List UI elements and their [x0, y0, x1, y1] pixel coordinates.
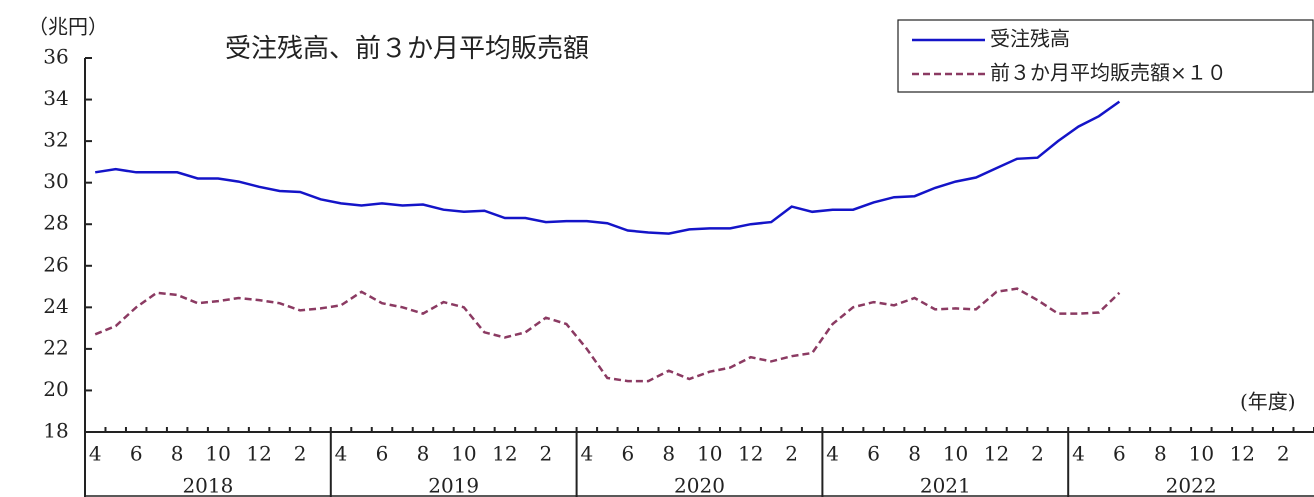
x-tick-label: 6	[621, 442, 634, 466]
series-line	[95, 100, 1121, 235]
x-tick-label: 4	[580, 442, 593, 466]
y-tick-label: 32	[43, 128, 68, 152]
x-tick-label: 4	[335, 442, 348, 466]
x-tick-label: 6	[376, 442, 389, 466]
x-tick-label: 10	[697, 442, 722, 466]
year-label: 2019	[428, 474, 479, 497]
legend-box	[897, 19, 1314, 93]
x-tick-label: 2	[1277, 442, 1290, 466]
y-axis-label: （兆円）	[28, 15, 108, 39]
y-tick-label: 36	[43, 45, 68, 69]
x-tick-label: 8	[171, 442, 184, 466]
y-tick-label: 24	[43, 294, 68, 318]
x-tick-label: 12	[246, 442, 271, 466]
x-tick-label: 10	[943, 442, 968, 466]
x-tick-label: 10	[451, 442, 476, 466]
x-tick-label: 10	[205, 442, 230, 466]
x-tick-label: 8	[908, 442, 921, 466]
x-tick-label: 8	[1154, 442, 1167, 466]
x-tick-label: 6	[130, 442, 143, 466]
legend-label: 受注残高	[990, 27, 1070, 51]
y-tick-label: 34	[43, 86, 68, 110]
x-tick-label: 12	[492, 442, 517, 466]
x-axis-label: (年度)	[1240, 390, 1296, 414]
year-label: 2022	[1166, 474, 1217, 497]
x-tick-label: 10	[1189, 442, 1214, 466]
x-tick-label: 6	[1113, 442, 1126, 466]
year-label: 2020	[674, 474, 725, 497]
legend-label: 前３か月平均販売額×１０	[990, 61, 1227, 85]
y-tick-label: 30	[43, 169, 68, 193]
y-tick-label: 22	[43, 335, 68, 359]
x-tick-label: 4	[89, 442, 102, 466]
x-tick-label: 12	[1230, 442, 1255, 466]
series-line	[94, 287, 1121, 383]
x-tick-label: 4	[1072, 442, 1085, 466]
x-tick-label: 6	[867, 442, 880, 466]
y-tick-label: 26	[43, 252, 68, 276]
x-tick-label: 2	[294, 442, 307, 466]
y-tick-label: 18	[43, 419, 68, 443]
x-tick-label: 8	[662, 442, 675, 466]
y-tick-label: 28	[43, 211, 68, 235]
x-tick-label: 2	[540, 442, 553, 466]
x-tick-label: 2	[785, 442, 798, 466]
y-tick-label: 20	[43, 377, 68, 401]
x-tick-label: 8	[417, 442, 430, 466]
x-tick-label: 2	[1031, 442, 1044, 466]
x-tick-label: 12	[984, 442, 1009, 466]
x-tick-label: 4	[826, 442, 839, 466]
chart-title: 受注残高、前３か月平均販売額	[225, 34, 589, 64]
year-label: 2018	[182, 474, 233, 497]
x-tick-label: 12	[738, 442, 763, 466]
year-label: 2021	[920, 474, 971, 497]
